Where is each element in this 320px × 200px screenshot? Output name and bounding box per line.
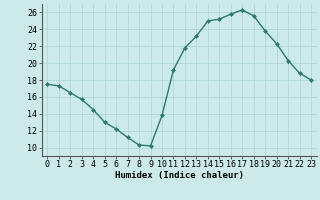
X-axis label: Humidex (Indice chaleur): Humidex (Indice chaleur) bbox=[115, 171, 244, 180]
